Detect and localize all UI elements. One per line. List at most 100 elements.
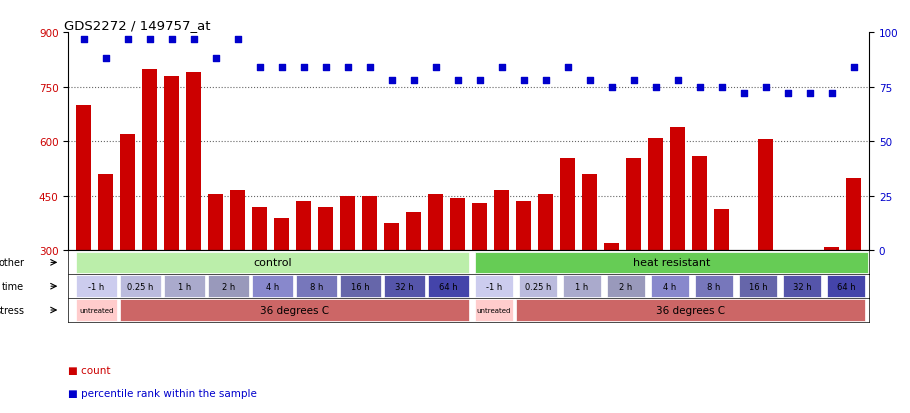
Bar: [739, 276, 777, 297]
Point: [187, 36, 201, 43]
Bar: [164, 276, 205, 297]
Bar: [164, 76, 179, 360]
Text: other: other: [0, 258, 25, 268]
Point: [781, 91, 795, 97]
Text: time: time: [2, 282, 25, 292]
Point: [671, 78, 685, 84]
Point: [648, 84, 662, 91]
Point: [384, 78, 399, 84]
Bar: [296, 202, 311, 360]
Bar: [824, 247, 839, 360]
Bar: [784, 276, 821, 297]
Bar: [692, 157, 707, 360]
Text: -1 h: -1 h: [88, 282, 105, 291]
Point: [297, 64, 311, 71]
Bar: [76, 252, 469, 273]
Bar: [208, 276, 248, 297]
Text: 32 h: 32 h: [793, 282, 811, 291]
Bar: [516, 299, 864, 321]
Bar: [450, 198, 465, 360]
Point: [472, 78, 487, 84]
Bar: [714, 209, 729, 360]
Text: 2 h: 2 h: [620, 282, 632, 291]
Point: [758, 84, 773, 91]
Bar: [208, 195, 223, 360]
Point: [142, 36, 157, 43]
Point: [120, 36, 135, 43]
Point: [582, 78, 597, 84]
Bar: [142, 69, 157, 360]
Point: [230, 36, 245, 43]
Bar: [120, 276, 161, 297]
Text: 36 degrees C: 36 degrees C: [656, 305, 725, 315]
Text: control: control: [253, 258, 292, 268]
Bar: [626, 158, 642, 360]
Text: 8 h: 8 h: [707, 282, 721, 291]
Bar: [670, 128, 685, 360]
Point: [516, 78, 531, 84]
Bar: [827, 276, 864, 297]
Bar: [296, 276, 337, 297]
Point: [362, 64, 377, 71]
Point: [714, 84, 729, 91]
Bar: [802, 253, 817, 360]
Bar: [362, 197, 378, 360]
Point: [208, 56, 223, 62]
Text: heat resistant: heat resistant: [632, 258, 710, 268]
Bar: [780, 258, 795, 360]
Text: GDS2272 / 149757_at: GDS2272 / 149757_at: [65, 19, 211, 32]
Text: 16 h: 16 h: [351, 282, 369, 291]
Text: stress: stress: [0, 305, 25, 315]
Point: [318, 64, 333, 71]
Bar: [76, 106, 91, 360]
Text: 4 h: 4 h: [663, 282, 676, 291]
Bar: [560, 158, 575, 360]
Bar: [475, 299, 512, 321]
Bar: [120, 135, 136, 360]
Text: 16 h: 16 h: [749, 282, 767, 291]
Point: [846, 64, 861, 71]
Bar: [648, 138, 663, 360]
Bar: [494, 191, 510, 360]
Bar: [76, 299, 116, 321]
Point: [275, 64, 289, 71]
Text: untreated: untreated: [477, 307, 511, 313]
Bar: [318, 207, 333, 360]
Bar: [340, 276, 380, 297]
Bar: [384, 223, 399, 360]
Text: 1 h: 1 h: [575, 282, 589, 291]
Bar: [607, 276, 645, 297]
Text: 32 h: 32 h: [395, 282, 414, 291]
Bar: [846, 178, 862, 360]
Text: -1 h: -1 h: [486, 282, 502, 291]
Bar: [230, 191, 246, 360]
Bar: [252, 207, 268, 360]
Bar: [428, 276, 469, 297]
Bar: [76, 276, 116, 297]
Text: 8 h: 8 h: [309, 282, 323, 291]
Text: 0.25 h: 0.25 h: [127, 282, 154, 291]
Point: [98, 56, 113, 62]
Point: [626, 78, 641, 84]
Point: [165, 36, 179, 43]
Text: 0.25 h: 0.25 h: [525, 282, 551, 291]
Point: [604, 84, 619, 91]
Bar: [274, 218, 289, 360]
Bar: [519, 276, 557, 297]
Point: [429, 64, 443, 71]
Bar: [472, 204, 488, 360]
Bar: [538, 195, 553, 360]
Bar: [406, 213, 421, 360]
Bar: [758, 140, 774, 360]
Text: 2 h: 2 h: [222, 282, 235, 291]
Bar: [340, 197, 355, 360]
Bar: [563, 276, 601, 297]
Bar: [652, 276, 689, 297]
Text: 64 h: 64 h: [439, 282, 458, 291]
Point: [539, 78, 553, 84]
Point: [407, 78, 421, 84]
Bar: [120, 299, 469, 321]
Point: [824, 91, 839, 97]
Text: ■ percentile rank within the sample: ■ percentile rank within the sample: [68, 388, 258, 398]
Point: [340, 64, 355, 71]
